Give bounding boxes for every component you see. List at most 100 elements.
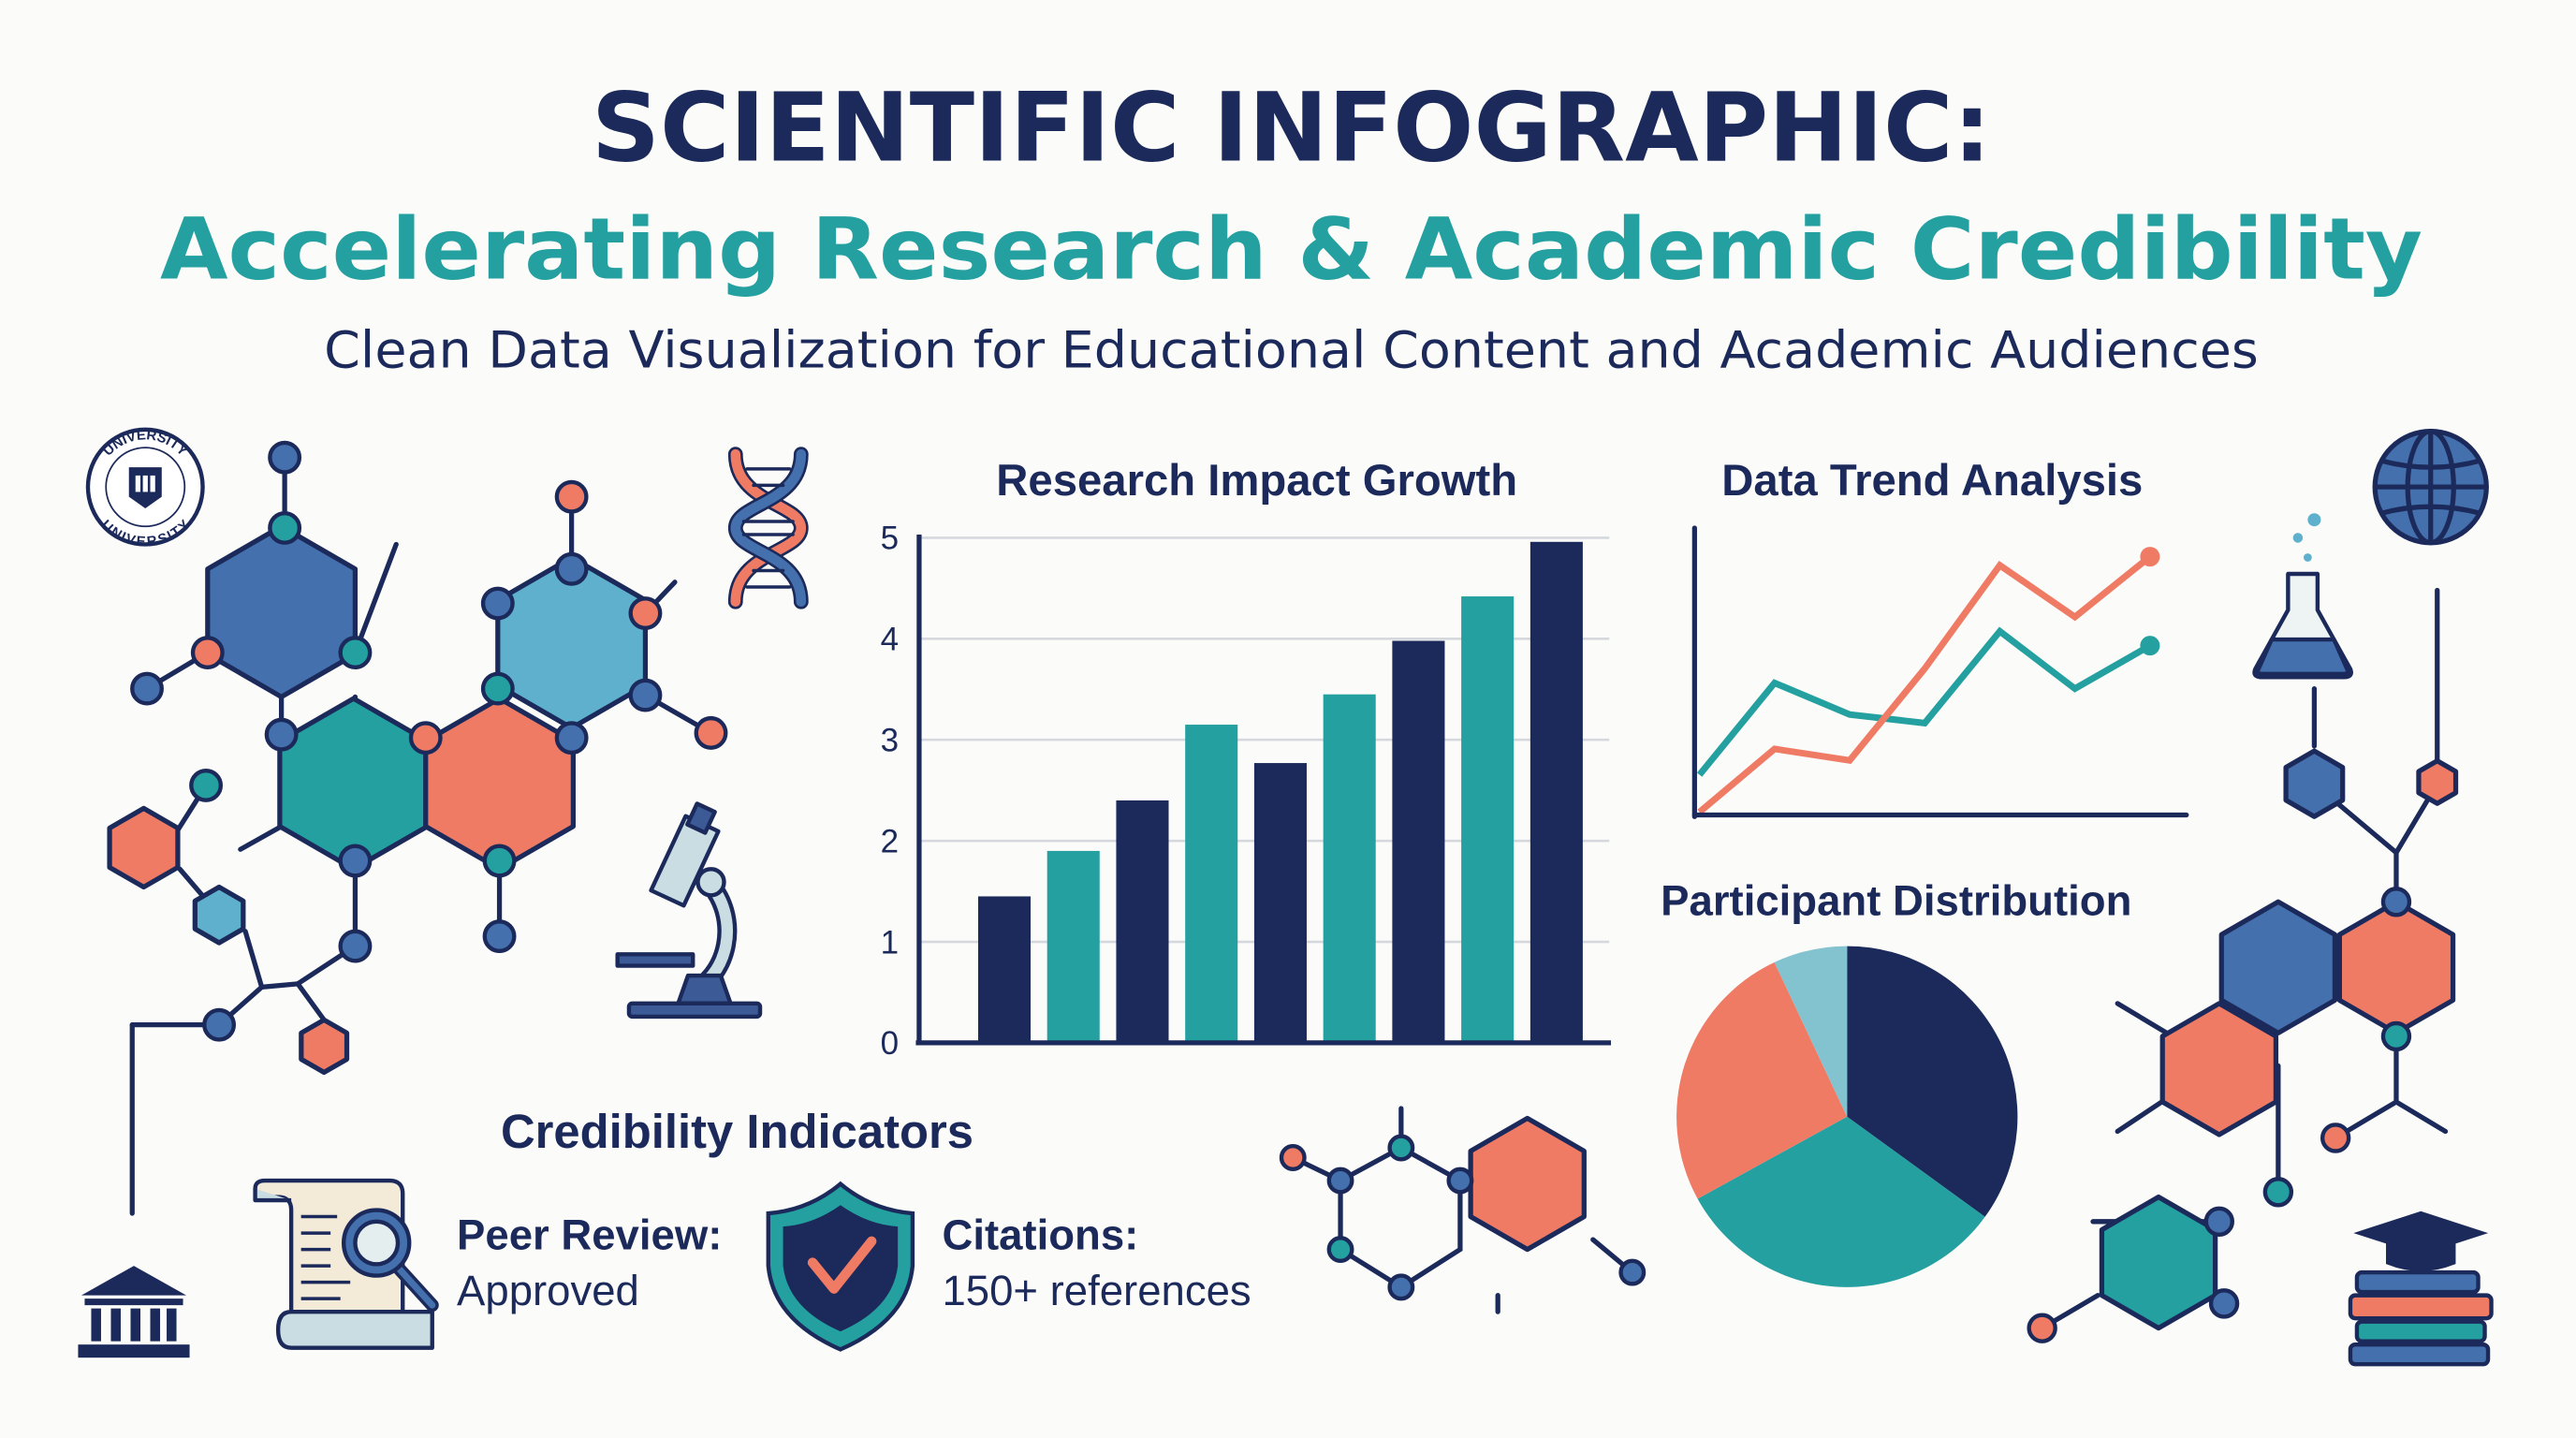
- atom-node: [202, 1007, 237, 1042]
- hexagon-shape: [2159, 1001, 2279, 1137]
- bar: [1185, 725, 1238, 1043]
- atom-node: [2380, 1020, 2412, 1052]
- y-tick-label: 1: [881, 924, 899, 961]
- bar: [1046, 850, 1100, 1043]
- hexagon-shape: [277, 696, 431, 872]
- hexagon-shape: [2416, 758, 2459, 806]
- pie-chart: Participant Distribution: [1661, 876, 2131, 1287]
- y-tick-label: 3: [881, 723, 899, 759]
- bar: [977, 896, 1032, 1043]
- university-seal-icon: UNIVERSITY UNIVERSITY: [85, 427, 205, 550]
- series-line: [1697, 553, 2153, 815]
- atom-node: [2027, 1313, 2057, 1343]
- bond-line: [238, 824, 285, 852]
- hexagon-shape: [299, 1017, 350, 1076]
- atom-node: [338, 636, 373, 670]
- pie-chart-title: Participant Distribution: [1661, 876, 2131, 924]
- atom-node: [1279, 1144, 1307, 1171]
- pie-slice: [1774, 946, 1848, 1117]
- bank-icon: [78, 1266, 190, 1358]
- books-icon: [2348, 1211, 2494, 1367]
- y-tick-label: 0: [881, 1025, 899, 1062]
- bar: [1530, 541, 1583, 1043]
- pie-slice: [1697, 1116, 1985, 1287]
- atom-node: [408, 721, 443, 756]
- series-end-point: [2140, 547, 2160, 567]
- hexagon-shape: [2218, 899, 2338, 1036]
- atom-node: [2208, 1288, 2240, 1319]
- bond-line: [2115, 1095, 2170, 1135]
- globe-icon: [2372, 428, 2489, 546]
- series-end-point: [2140, 636, 2160, 656]
- peer-review-value: Approved: [457, 1267, 639, 1314]
- atom-node: [1618, 1258, 1647, 1286]
- molecule-decorations: [107, 440, 2459, 1343]
- atom-node: [628, 678, 663, 712]
- shield-check-icon: [766, 1181, 915, 1352]
- atom-node: [264, 717, 299, 752]
- atom-node: [482, 844, 517, 878]
- bar: [1116, 800, 1169, 1043]
- title-line-1: SCIENTIFIC INFOGRAPHIC:: [592, 73, 1991, 183]
- atom-node: [1387, 1134, 1415, 1162]
- atom-node: [338, 929, 373, 963]
- atom-node: [189, 768, 224, 802]
- citations-label: Citations:: [942, 1211, 1138, 1259]
- hexagon-shape: [1468, 1115, 1587, 1253]
- bond-line: [258, 981, 300, 990]
- hexagon-shape: [192, 884, 246, 946]
- atom-node: [190, 636, 225, 670]
- hexagon-shape: [2336, 899, 2456, 1036]
- bar-chart: Research Impact Growth 0 1 2 3 4 5: [881, 456, 1612, 1062]
- atom-node: [130, 671, 164, 706]
- peer-review-label: Peer Review:: [457, 1211, 722, 1259]
- bond-line: [242, 929, 265, 990]
- credibility-title: Credibility Indicators: [501, 1105, 973, 1158]
- atom-node: [338, 844, 373, 878]
- atom-node: [482, 919, 517, 954]
- atom-node: [480, 671, 515, 706]
- y-tick-label: 2: [881, 823, 899, 859]
- document-search-icon: [253, 1178, 439, 1350]
- hexagon-shape: [205, 523, 359, 699]
- credibility-indicators: Credibility Indicators Peer Review: Appr…: [253, 1105, 1251, 1352]
- bond-line: [295, 981, 327, 1023]
- atom-node: [554, 721, 589, 756]
- line-chart: Data Trend Analysis: [1691, 456, 2189, 819]
- atom-node: [1326, 1236, 1354, 1264]
- y-tick-label: 4: [881, 622, 899, 658]
- atom-node: [554, 551, 589, 586]
- atom-node: [480, 586, 515, 621]
- atom-node: [554, 479, 589, 514]
- pie-slice: [1676, 961, 1848, 1199]
- line-chart-title: Data Trend Analysis: [1721, 456, 2143, 506]
- flask-icon: [2252, 513, 2353, 680]
- dna-icon: [727, 447, 809, 609]
- hexagon-shape: [107, 805, 181, 890]
- pie-slice: [1847, 946, 2018, 1217]
- atom-node: [2203, 1206, 2235, 1238]
- bar: [1253, 763, 1307, 1043]
- microscope-icon: [615, 801, 763, 1020]
- hexagon-shape: [2283, 748, 2346, 819]
- atom-node: [628, 596, 663, 630]
- y-tick-label: 5: [881, 521, 899, 557]
- bond-line: [2115, 1001, 2170, 1036]
- series-line: [1696, 626, 2152, 777]
- hexagon-shape: [423, 696, 577, 872]
- atom-node: [268, 511, 302, 545]
- bar: [1461, 596, 1515, 1043]
- atom-node: [1326, 1167, 1354, 1195]
- hexagon-shape: [2099, 1194, 2218, 1331]
- atom-node: [2380, 887, 2412, 917]
- atom-node: [1446, 1167, 1474, 1195]
- atom-node: [1387, 1273, 1415, 1301]
- bond-line: [2393, 1099, 2449, 1135]
- atom-node: [2262, 1177, 2294, 1208]
- bond-line: [352, 541, 399, 655]
- bar: [1392, 640, 1445, 1043]
- bar-chart-title: Research Impact Growth: [996, 456, 1517, 506]
- title-line-2: Accelerating Research & Academic Credibi…: [160, 200, 2422, 300]
- citations-value: 150+ references: [942, 1267, 1251, 1314]
